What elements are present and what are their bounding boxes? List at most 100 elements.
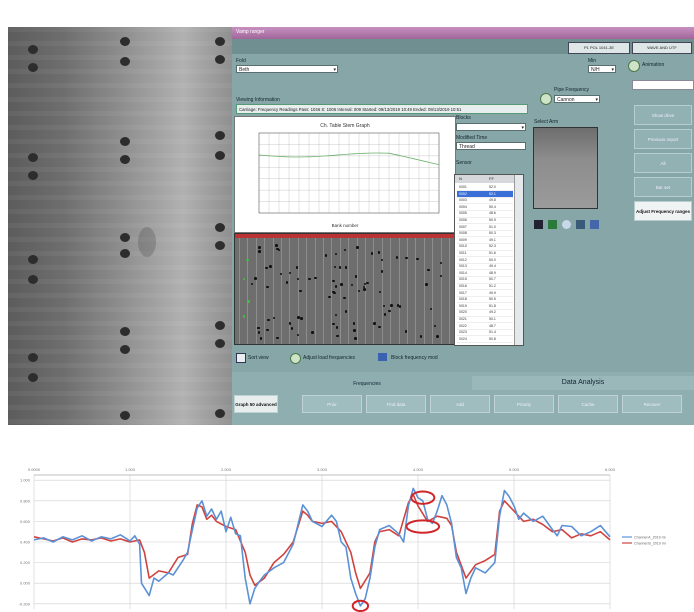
cache-button[interactable]: Cache bbox=[558, 395, 618, 413]
animation-field[interactable] bbox=[632, 80, 694, 90]
adjust-frequency-ranges-button[interactable]: Adjust Frequency ranges bbox=[634, 201, 692, 221]
camera-icon[interactable] bbox=[534, 220, 543, 229]
bar-icon[interactable] bbox=[378, 353, 387, 361]
refresh-icon[interactable] bbox=[290, 353, 301, 364]
table-cell-n: 0010 bbox=[459, 244, 467, 249]
table-row[interactable]: 0013 49.4 bbox=[457, 263, 513, 271]
graph-advanced-button[interactable]: Graph 50 advanced bbox=[234, 395, 278, 413]
table-row[interactable]: 0020 49.2 bbox=[457, 309, 513, 317]
top-tab-2[interactable]: WAVE AND UTF bbox=[632, 42, 692, 54]
pipe-frequency-select[interactable]: Cannon ▾ bbox=[554, 95, 600, 103]
dot-plot-column bbox=[407, 238, 408, 344]
camera-marker bbox=[28, 63, 38, 72]
min-select[interactable]: N/H ▾ bbox=[588, 65, 616, 73]
dot-plot-point bbox=[334, 313, 338, 316]
table-cell-n: 0002 bbox=[459, 191, 467, 196]
mini-chart-grid bbox=[258, 132, 440, 214]
blocks-select[interactable]: ▾ bbox=[456, 123, 526, 131]
export-icon[interactable] bbox=[548, 220, 557, 229]
table-row[interactable]: 0014 48.9 bbox=[457, 270, 513, 277]
table-cell-n: 0021 bbox=[459, 317, 467, 321]
adjust-load-label: Adjust load frequencies bbox=[303, 355, 355, 361]
dot-plot-point bbox=[370, 252, 374, 255]
table-row[interactable]: 0010 52.3 bbox=[457, 243, 513, 251]
search-icon[interactable] bbox=[562, 220, 571, 229]
camera-marker bbox=[28, 153, 38, 162]
reload-icon[interactable] bbox=[540, 93, 552, 105]
table-row[interactable]: 0011 51.6 bbox=[457, 250, 513, 258]
table-cell-n: 0015 bbox=[459, 277, 467, 282]
top-tab-1[interactable]: P1 POL 1041-3E bbox=[568, 42, 630, 54]
camera-stripe bbox=[8, 419, 232, 424]
dot-plot-point bbox=[290, 327, 294, 330]
table-cell-n: 0013 bbox=[459, 264, 467, 269]
find-data-button[interactable]: Find data bbox=[366, 395, 426, 413]
table-row[interactable]: 0007 51.0 bbox=[457, 224, 513, 231]
dot-plot-point bbox=[429, 307, 432, 311]
table-row[interactable]: 0015 50.7 bbox=[457, 276, 513, 284]
x-tick-label: 4.000 bbox=[413, 467, 424, 472]
table-row[interactable]: 0005 48.6 bbox=[457, 210, 513, 218]
table-row[interactable]: 0004 50.4 bbox=[457, 204, 513, 211]
settings-icon[interactable] bbox=[576, 220, 585, 229]
tab-data-analysis[interactable]: Data Analysis bbox=[472, 376, 694, 390]
dot-plot-point bbox=[433, 324, 437, 328]
table-cell-ff: 49.9 bbox=[489, 290, 496, 295]
chevron-down-icon: ▾ bbox=[333, 67, 336, 73]
table-row[interactable]: 0006 50.9 bbox=[457, 217, 513, 225]
fold-select[interactable]: Beth ▾ bbox=[236, 65, 338, 73]
dot-plot-point bbox=[258, 250, 261, 253]
table-row[interactable]: 0008 50.3 bbox=[457, 230, 513, 238]
priority-button[interactable]: Priority bbox=[494, 395, 554, 413]
table-cell-n: 0019 bbox=[459, 303, 467, 308]
table-row[interactable]: 0012 50.0 bbox=[457, 257, 513, 264]
highlight-circle bbox=[405, 519, 441, 534]
blocks-label: Blocks bbox=[456, 115, 471, 121]
y-tick-label: 0.000 bbox=[20, 581, 31, 586]
recover-button[interactable]: Recover bbox=[622, 395, 682, 413]
x-tick-label: 3.000 bbox=[317, 467, 328, 472]
dot-plot-point bbox=[340, 283, 343, 286]
table-cell-ff: 48.9 bbox=[489, 270, 496, 275]
modified-time-field[interactable]: Thread bbox=[456, 142, 526, 150]
mini-plot-frame bbox=[258, 132, 440, 214]
tile-icon[interactable] bbox=[236, 353, 246, 363]
mini-chart-title: Ch. Table Stem Graph bbox=[320, 123, 370, 129]
pipe-frequency-label: Pipe Frequency bbox=[554, 87, 590, 93]
save-icon[interactable] bbox=[590, 220, 599, 229]
dot-plot-point bbox=[299, 289, 302, 293]
camera-stripe bbox=[8, 405, 232, 410]
table-row[interactable]: 0021 50.1 bbox=[457, 316, 513, 324]
tab-frequencies[interactable]: Frequencies bbox=[353, 381, 381, 387]
dot-plot-point bbox=[267, 318, 270, 322]
add-button[interactable]: Add bbox=[430, 395, 490, 413]
table-row[interactable]: 0019 51.8 bbox=[457, 303, 513, 310]
table-row[interactable]: 0009 49.1 bbox=[457, 237, 513, 244]
dot-plot-point bbox=[362, 285, 366, 288]
dot-plot-point bbox=[288, 322, 292, 325]
dot-plot-point bbox=[247, 300, 250, 303]
table-row[interactable]: 0023 51.4 bbox=[457, 329, 513, 337]
table-row[interactable]: 0017 49.9 bbox=[457, 290, 513, 297]
table-row[interactable]: 0024 50.8 bbox=[457, 336, 513, 343]
sensor-thumbnail[interactable] bbox=[533, 127, 598, 209]
sensor-table: N FF 0001 52.0 0002 52.1 0003 49.8 0004 50.4 000… bbox=[454, 174, 524, 346]
show-drive-button[interactable]: Show drive bbox=[634, 105, 692, 125]
table-row[interactable]: 0003 49.8 bbox=[457, 197, 513, 205]
bar-set-button[interactable]: Bar set bbox=[634, 177, 692, 197]
table-scrollbar[interactable] bbox=[514, 175, 523, 345]
dot-plot-point bbox=[357, 289, 361, 293]
camera-marker bbox=[120, 249, 130, 258]
dot-plot-point bbox=[275, 244, 278, 247]
table-row[interactable]: 0002 52.1 bbox=[457, 190, 513, 198]
table-row[interactable]: 0016 51.2 bbox=[457, 283, 513, 291]
dot-plot-point bbox=[378, 325, 381, 329]
table-row[interactable]: 0018 50.5 bbox=[457, 296, 513, 304]
all-button[interactable]: All bbox=[634, 153, 692, 173]
previous-report-button[interactable]: Previous report bbox=[634, 129, 692, 149]
viewing-info-label: Viewing Information bbox=[236, 97, 280, 103]
dot-plot-point bbox=[276, 336, 279, 340]
table-row[interactable]: 0022 48.7 bbox=[457, 323, 513, 330]
refresh-icon[interactable] bbox=[628, 60, 640, 72]
prior-button[interactable]: Prior bbox=[302, 395, 362, 413]
